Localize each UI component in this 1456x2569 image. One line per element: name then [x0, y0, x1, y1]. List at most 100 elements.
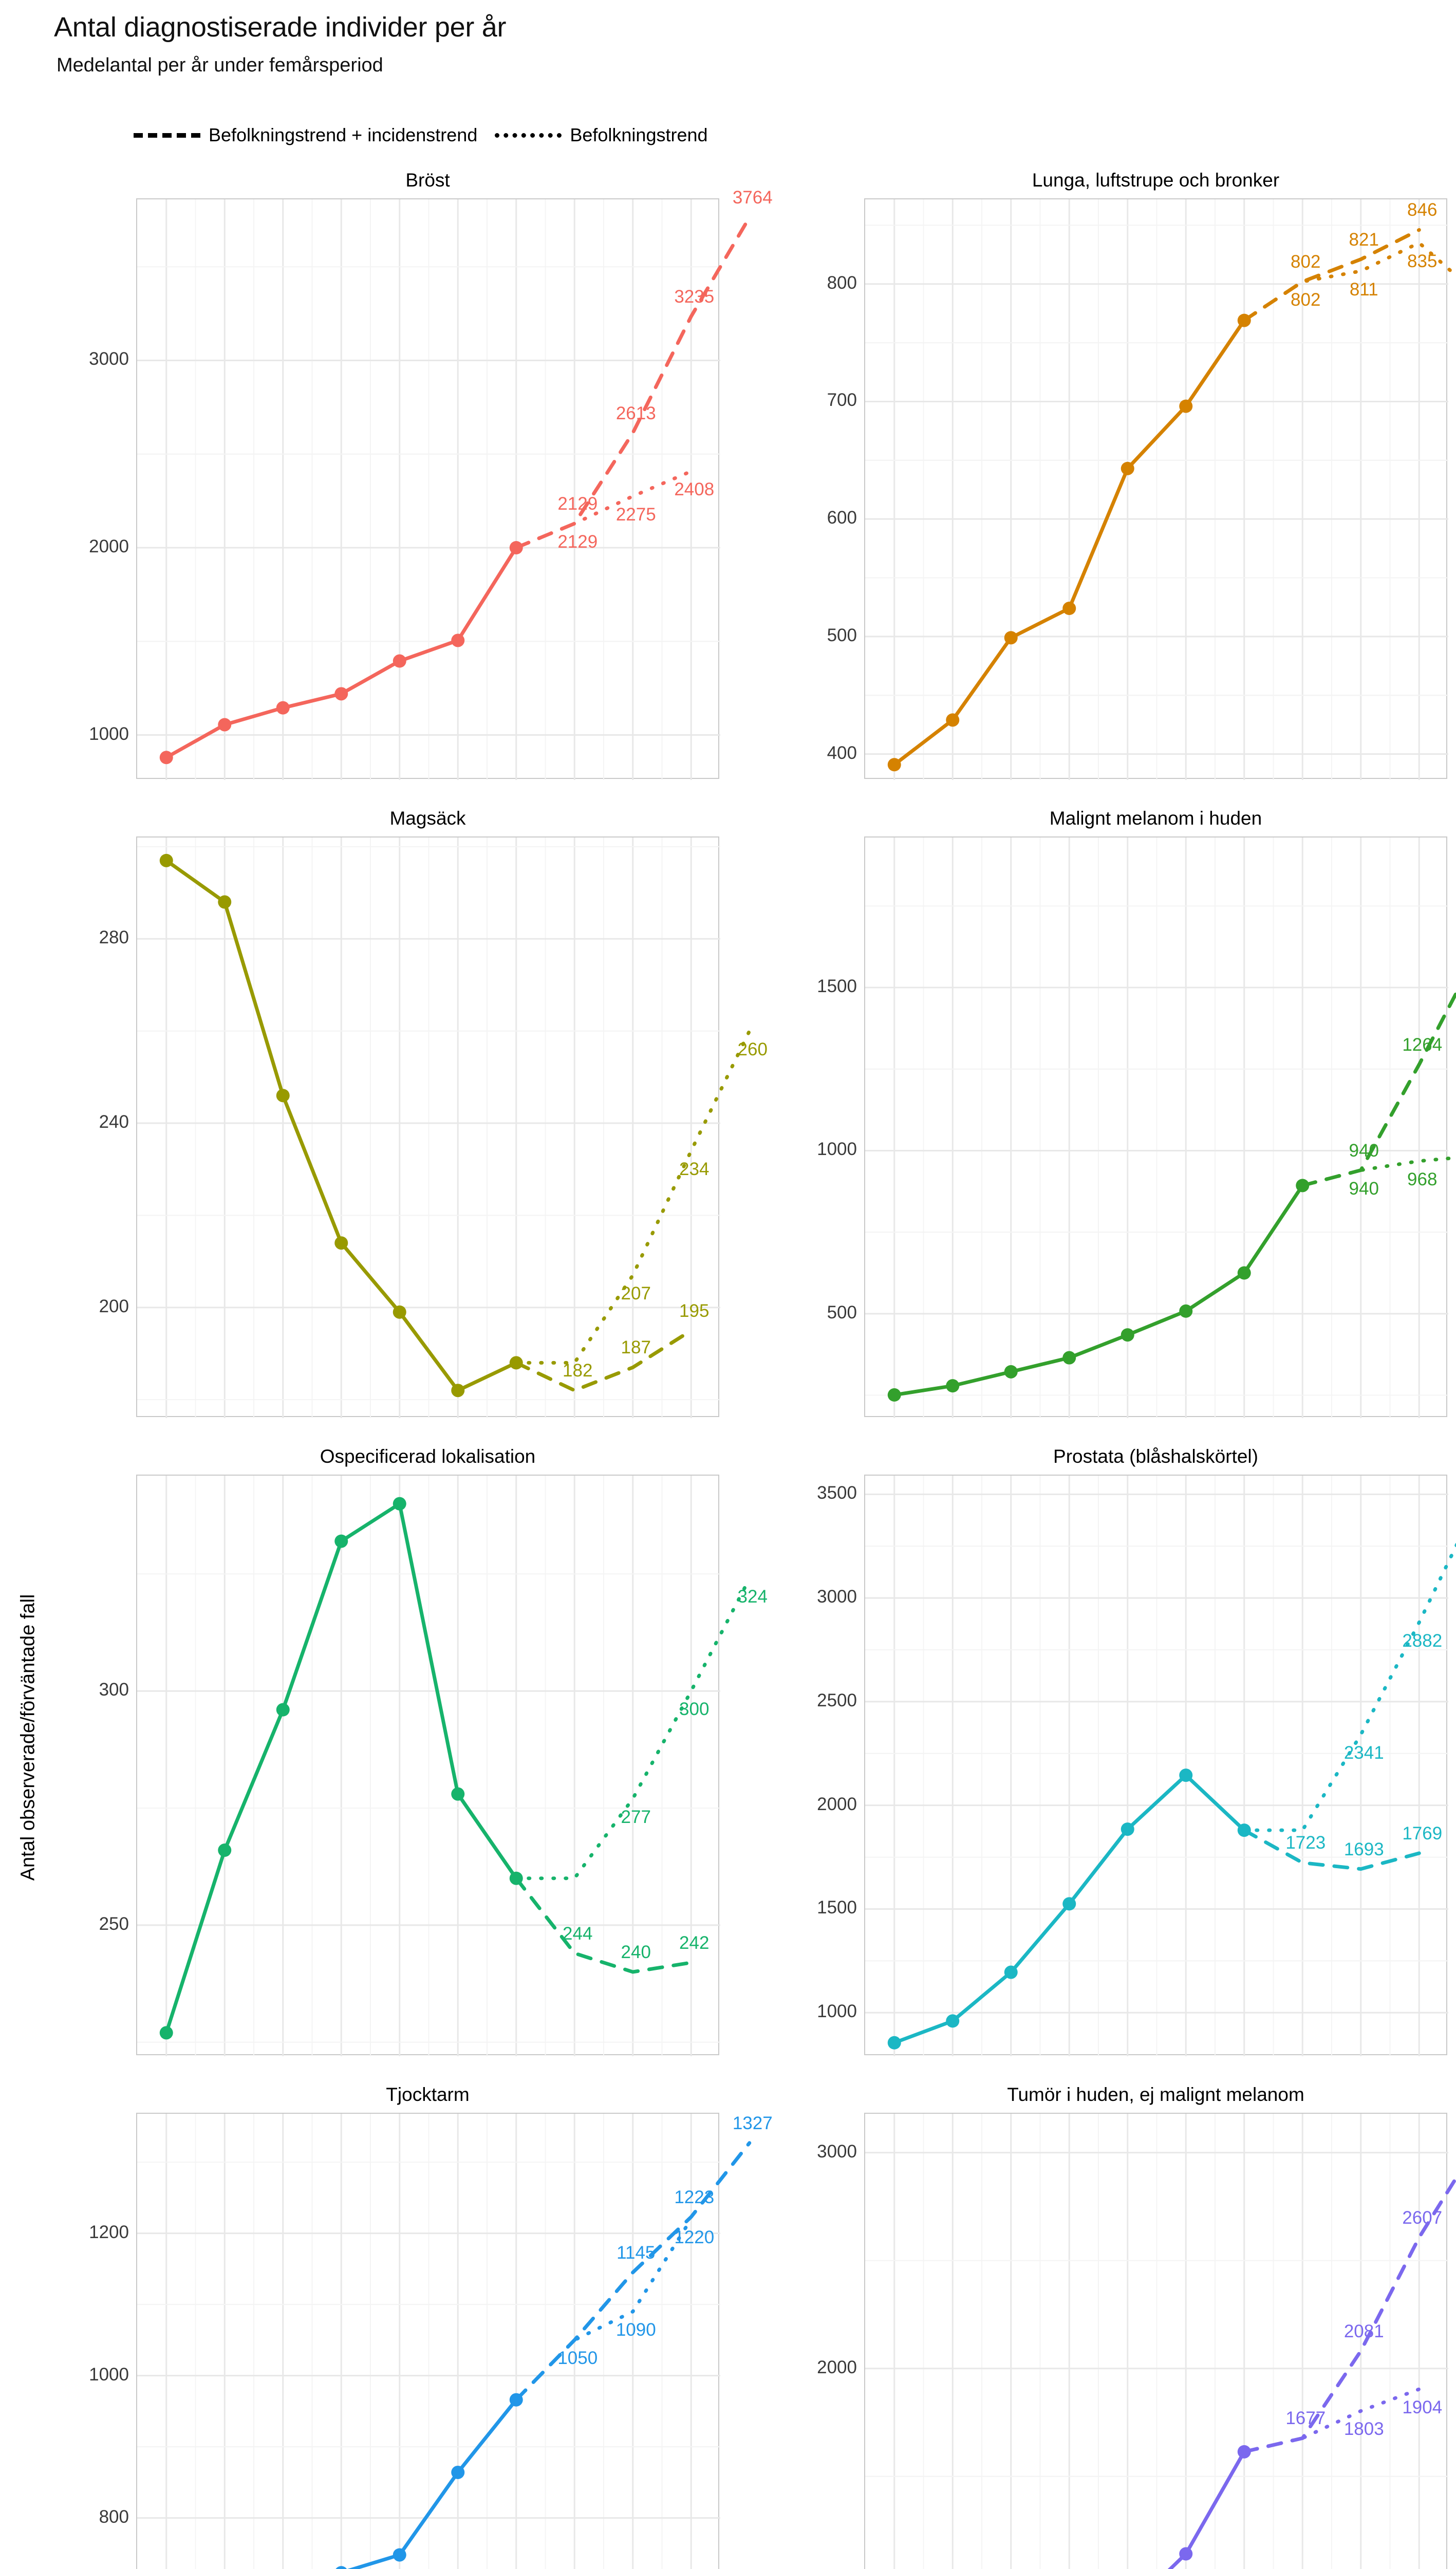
legend-item-pop: Befolkningstrend — [490, 124, 720, 146]
y-tick-label: 280 — [99, 927, 129, 948]
data-label: 802 — [1291, 252, 1321, 272]
panel-title: Malignt melanom i huden — [1049, 808, 1262, 829]
y-tick-label: 800 — [827, 272, 857, 293]
y-tick-label: 500 — [827, 1302, 857, 1323]
data-label: 811 — [1349, 279, 1378, 300]
data-label: 244 — [563, 1923, 593, 1944]
y-tick-label: 3000 — [817, 1587, 857, 1607]
y-tick-label: 300 — [99, 1680, 129, 1700]
panel-title: Magsäck — [389, 808, 466, 829]
data-label: 1145 — [617, 2242, 656, 2263]
y-tick-label: 1000 — [817, 1139, 857, 1160]
y-axis-ticks: 250 300 — [0, 1475, 136, 2055]
chart-panel: Tumör i huden, ej malignt melanom 1677 208… — [728, 2084, 1456, 2569]
data-label: 821 — [1349, 229, 1379, 250]
data-label: 1723 — [1285, 1833, 1326, 1853]
y-tick-label: 400 — [827, 742, 857, 763]
panel-grid: Bröst 2129 2613 3235 3764 2129 2275 2408 1000 200… — [0, 170, 1456, 2569]
y-tick-label: 1500 — [817, 976, 857, 997]
data-label: 234 — [679, 1159, 710, 1179]
data-label: 240 — [621, 1942, 651, 1962]
y-tick-label: 3000 — [89, 349, 129, 369]
y-tick-label: 1000 — [89, 723, 129, 744]
data-label: 835 — [1407, 251, 1438, 271]
data-label: 1693 — [1343, 1839, 1384, 1859]
y-tick-label: 600 — [827, 508, 857, 528]
y-axis-ticks: 1000 1500 2000 2500 3000 3500 — [728, 1475, 864, 2055]
y-tick-label: 1000 — [89, 2364, 129, 2385]
y-tick-label: 250 — [99, 1913, 129, 1934]
chart-panel: Prostata (blåshalskörtel) 1723 1693 1769 234… — [728, 1446, 1456, 2084]
chart-panel: Malignt melanom i huden94012641608187594… — [728, 808, 1456, 1446]
plot-area: 182 187 195 207 234 260 — [136, 836, 768, 1418]
y-tick-label: 500 — [827, 625, 857, 645]
data-label: 1050 — [557, 2348, 598, 2369]
y-tick-label: 240 — [99, 1112, 129, 1132]
data-label: 187 — [621, 1337, 651, 1358]
panel-title: Tumör i huden, ej malignt melanom — [1007, 2084, 1304, 2105]
y-tick-label: 800 — [99, 2506, 129, 2527]
y-tick-label: 2000 — [89, 536, 129, 556]
y-axis-ticks: 60080010001200 — [0, 2113, 136, 2569]
dotted-line-icon — [490, 125, 567, 145]
data-label: 2613 — [615, 403, 656, 423]
data-label: 1677 — [1285, 2408, 1326, 2429]
dashed-line-icon — [128, 125, 206, 145]
data-label: 2129 — [557, 493, 598, 514]
data-label: 2081 — [1343, 2321, 1384, 2341]
plot-area: 940126416081875940968984 — [864, 836, 1456, 1418]
y-tick-label: 1200 — [89, 2222, 129, 2242]
plot-area: 2129 2613 3235 3764 2129 2275 2408 — [136, 188, 773, 780]
data-label: 1090 — [615, 2319, 656, 2340]
chart-panel: Lunga, luftstrupe och bronker 802 821 846 80… — [728, 170, 1456, 808]
data-label: 846 — [1407, 200, 1438, 220]
data-label: 277 — [621, 1807, 651, 1827]
data-label: 324 — [737, 1587, 768, 1607]
y-tick-label: 2000 — [817, 2357, 857, 2377]
data-label: 940 — [1349, 1178, 1379, 1199]
y-tick-label: 1500 — [817, 1897, 857, 1918]
y-tick-label: 3000 — [817, 2141, 857, 2162]
y-tick-label: 3500 — [817, 1483, 857, 1503]
data-label: 2607 — [1402, 2207, 1443, 2228]
data-label: 968 — [1407, 1169, 1438, 1189]
y-tick-label: 700 — [827, 390, 857, 411]
data-label: 1327 — [732, 2113, 773, 2133]
panel-title: Lunga, luftstrupe och bronker — [1032, 170, 1280, 191]
chart-panel: Bröst 2129 2613 3235 3764 2129 2275 2408 1000 200… — [0, 170, 773, 808]
data-label: 802 — [1291, 290, 1321, 310]
panel-title: Tjocktarm — [386, 2084, 470, 2105]
plot-area: 172316931769234128823463 — [864, 1475, 1456, 2056]
y-tick-label: 200 — [99, 1296, 129, 1316]
legend-item-pop-incidence: Befolkningstrend + incidenstrend — [128, 124, 490, 146]
data-label: 182 — [563, 1361, 593, 1381]
legend-label-pop: Befolkningstrend — [570, 124, 708, 145]
data-label: 1223 — [674, 2187, 715, 2207]
y-axis-ticks: 500 1000 1500 — [728, 836, 864, 1417]
chart-panel: Magsäck 182 187 195 207 234 260 200 240 280 — [0, 808, 768, 1446]
data-label: 2408 — [674, 479, 715, 500]
data-label: 195 — [679, 1300, 710, 1321]
data-label: 2275 — [615, 504, 656, 525]
chart-panel: Tjocktarm1145122313271050109012206008001… — [0, 2084, 773, 2569]
y-tick-label: 1000 — [817, 2001, 857, 2022]
data-label: 940 — [1349, 1140, 1379, 1161]
data-label: 1220 — [674, 2227, 715, 2247]
data-label: 3235 — [674, 286, 715, 307]
data-label: 1803 — [1343, 2419, 1384, 2440]
plot-area: 244 240 242 277 300 324 — [136, 1475, 768, 2056]
y-axis-ticks: 400 500 600 700 800 — [728, 198, 864, 779]
data-label: 1769 — [1402, 1823, 1443, 1844]
data-label: 260 — [737, 1039, 768, 1059]
data-label: 242 — [679, 1932, 710, 1953]
plot-area: 167720812607304118031904 — [864, 2113, 1456, 2569]
legend-label-pop-incidence: Befolkningstrend + incidenstrend — [209, 124, 478, 145]
panel-title: Bröst — [405, 170, 450, 191]
y-axis-ticks: 200 240 280 — [0, 836, 136, 1417]
y-tick-label: 2500 — [817, 1690, 857, 1710]
data-label: 2129 — [557, 531, 598, 552]
data-label: 1904 — [1402, 2397, 1443, 2417]
page-subtitle: Medelantal per år under femårsperiod — [57, 54, 383, 76]
legend: Befolkningstrend + incidenstrend Befolkn… — [128, 117, 720, 153]
